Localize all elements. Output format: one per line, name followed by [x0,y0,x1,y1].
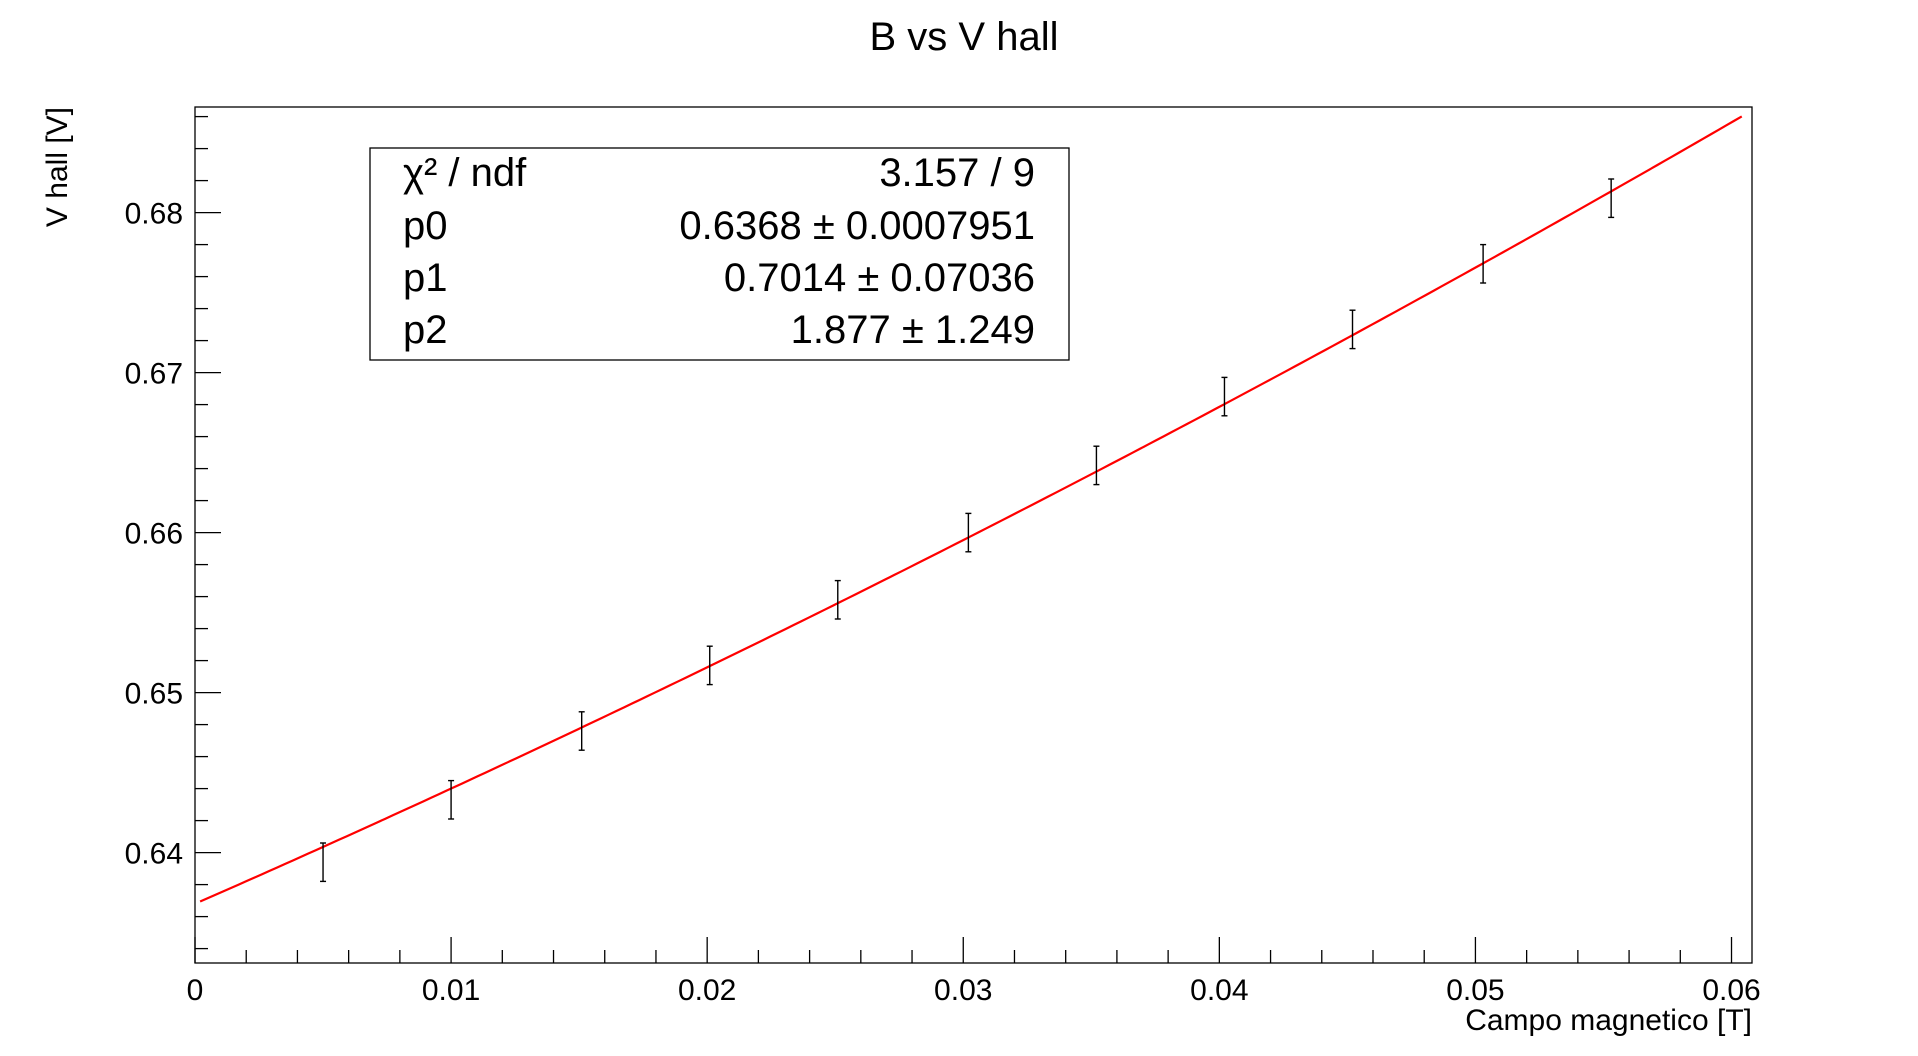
fit-stats-box: χ² / ndf 3.157 / 9 p0 0.6368 ± 0.0007951… [369,147,1070,361]
stats-box-frame [369,147,1070,361]
data-point [834,579,841,620]
data-point [1221,376,1228,417]
stats-value-p1: 0.7014 ± 0.07036 [724,256,1035,300]
x-tick-label: 0.04 [1190,974,1248,1007]
stats-value-p0: 0.6368 ± 0.0007951 [679,204,1035,248]
plot-frame [194,106,1753,964]
chart-title: B vs V hall [870,15,1059,59]
y-tick-label: 0.64 [125,838,183,871]
data-point [1093,445,1100,486]
x-tick-label: 0 [187,974,204,1007]
stats-label-chi2: χ² / ndf [403,151,527,195]
x-tick-label: 0.06 [1702,974,1760,1007]
data-point [1349,309,1356,350]
y-tick-label: 0.67 [125,358,183,391]
data-point [965,512,972,553]
data-point [448,779,455,820]
y-tick-label: 0.65 [125,678,183,711]
data-point [320,842,327,883]
stats-label-p0: p0 [403,204,448,248]
stats-value-chi2: 3.157 / 9 [879,151,1035,195]
y-tick-label: 0.68 [125,198,183,231]
axes: 0 0.01 0.02 0.03 0.04 0.05 0.06 0.64 0.65 0.66 0.6… [125,115,1761,1007]
fit-curve [199,115,1743,903]
stats-label-p1: p1 [403,256,448,300]
data-points [320,178,1615,883]
data-point [706,645,713,686]
x-tick-label: 0.03 [934,974,992,1007]
y-tick-label: 0.66 [125,518,183,551]
stats-value-p2: 1.877 ± 1.249 [791,308,1035,352]
x-tick-label: 0.01 [422,974,480,1007]
data-point [578,711,585,751]
stats-label-p2: p2 [403,308,448,352]
x-tick-label: 0.05 [1446,974,1504,1007]
y-axis-label: V hall [V] [41,107,74,227]
data-point [1608,178,1615,219]
fit-curve-layer [199,115,1743,903]
x-tick-label: 0.02 [678,974,736,1007]
x-axis-label: Campo magnetico [T] [1465,1004,1752,1037]
data-point [1480,243,1487,284]
